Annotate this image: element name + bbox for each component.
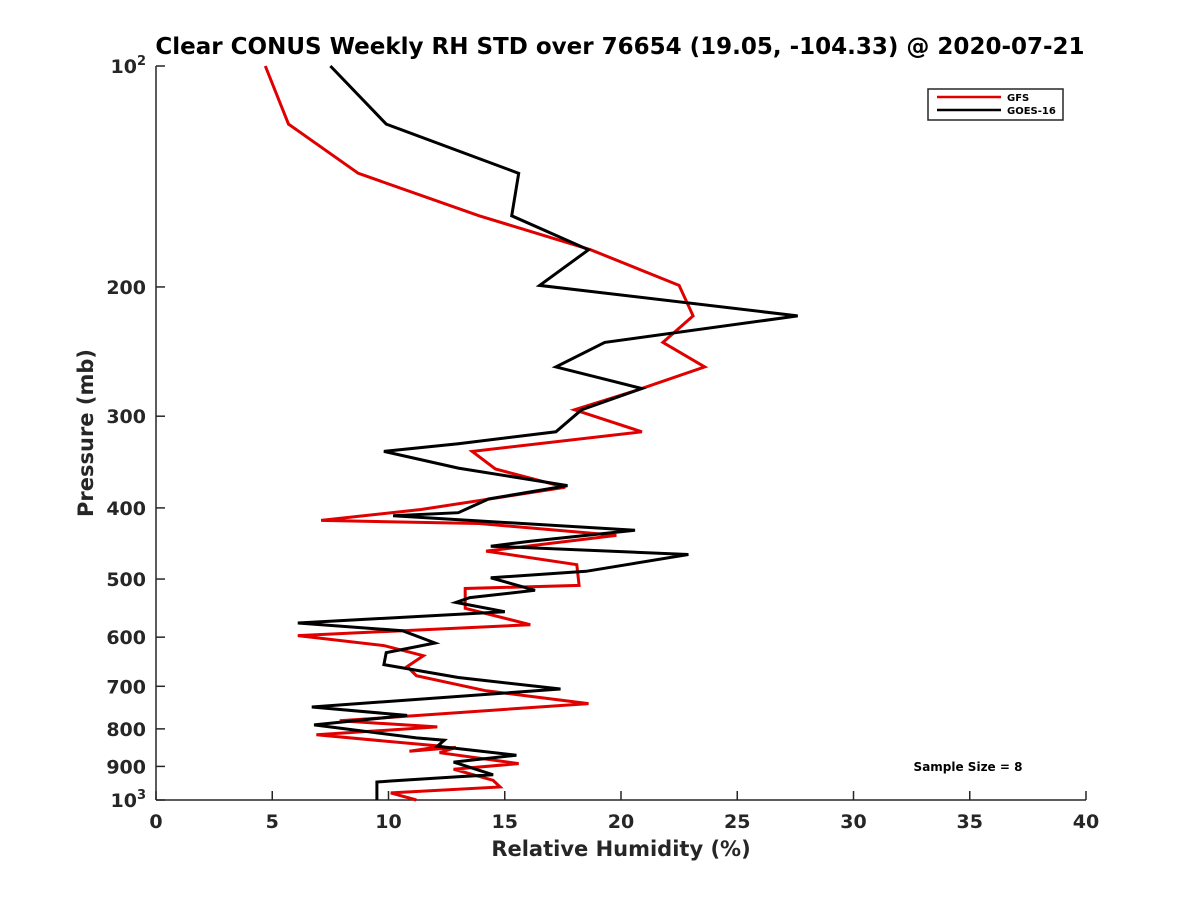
y-tick-label: 700: [106, 676, 146, 698]
y-tick-label: 400: [106, 498, 146, 520]
legend-label-goes16: GOES-16: [1007, 106, 1056, 117]
series-group: [263, 64, 798, 802]
chart-title: Clear CONUS Weekly RH STD over 76654 (19…: [155, 34, 1084, 60]
y-tick-label: 600: [106, 627, 146, 649]
y-ticks: 102 200 300 400 500 600 700 800 900 103: [106, 54, 165, 812]
x-tick-label: 25: [724, 811, 750, 833]
x-tick-label: 5: [266, 811, 279, 833]
x-tick-label: 15: [492, 811, 518, 833]
y-tick-label: 200: [106, 277, 146, 299]
y-tick-label: 103: [111, 788, 147, 812]
legend-box: [927, 88, 1064, 121]
sample-size-annotation: Sample Size = 8: [914, 760, 1023, 774]
y-tick-label: 900: [106, 756, 146, 778]
legend: GFS GOES-16: [927, 88, 1064, 121]
x-ticks: 0 5 10 15 20 25 30 35 40: [149, 791, 1099, 833]
y-tick-label: 102: [111, 54, 147, 78]
y-tick-label: 500: [106, 569, 146, 591]
y-tick-label: 300: [106, 406, 146, 428]
x-tick-label: 0: [149, 811, 162, 833]
x-tick-label: 30: [840, 811, 866, 833]
x-tick-label: 35: [957, 811, 983, 833]
legend-label-gfs: GFS: [1007, 93, 1029, 104]
x-tick-label: 10: [375, 811, 401, 833]
series-line-goes16: [297, 64, 798, 800]
x-tick-label: 40: [1073, 811, 1099, 833]
series-line-gfs: [263, 65, 709, 802]
y-axis-label: Pressure (mb): [74, 349, 98, 517]
x-axis-label: Relative Humidity (%): [491, 837, 750, 861]
x-tick-label: 20: [608, 811, 634, 833]
y-tick-label: 800: [106, 719, 146, 741]
